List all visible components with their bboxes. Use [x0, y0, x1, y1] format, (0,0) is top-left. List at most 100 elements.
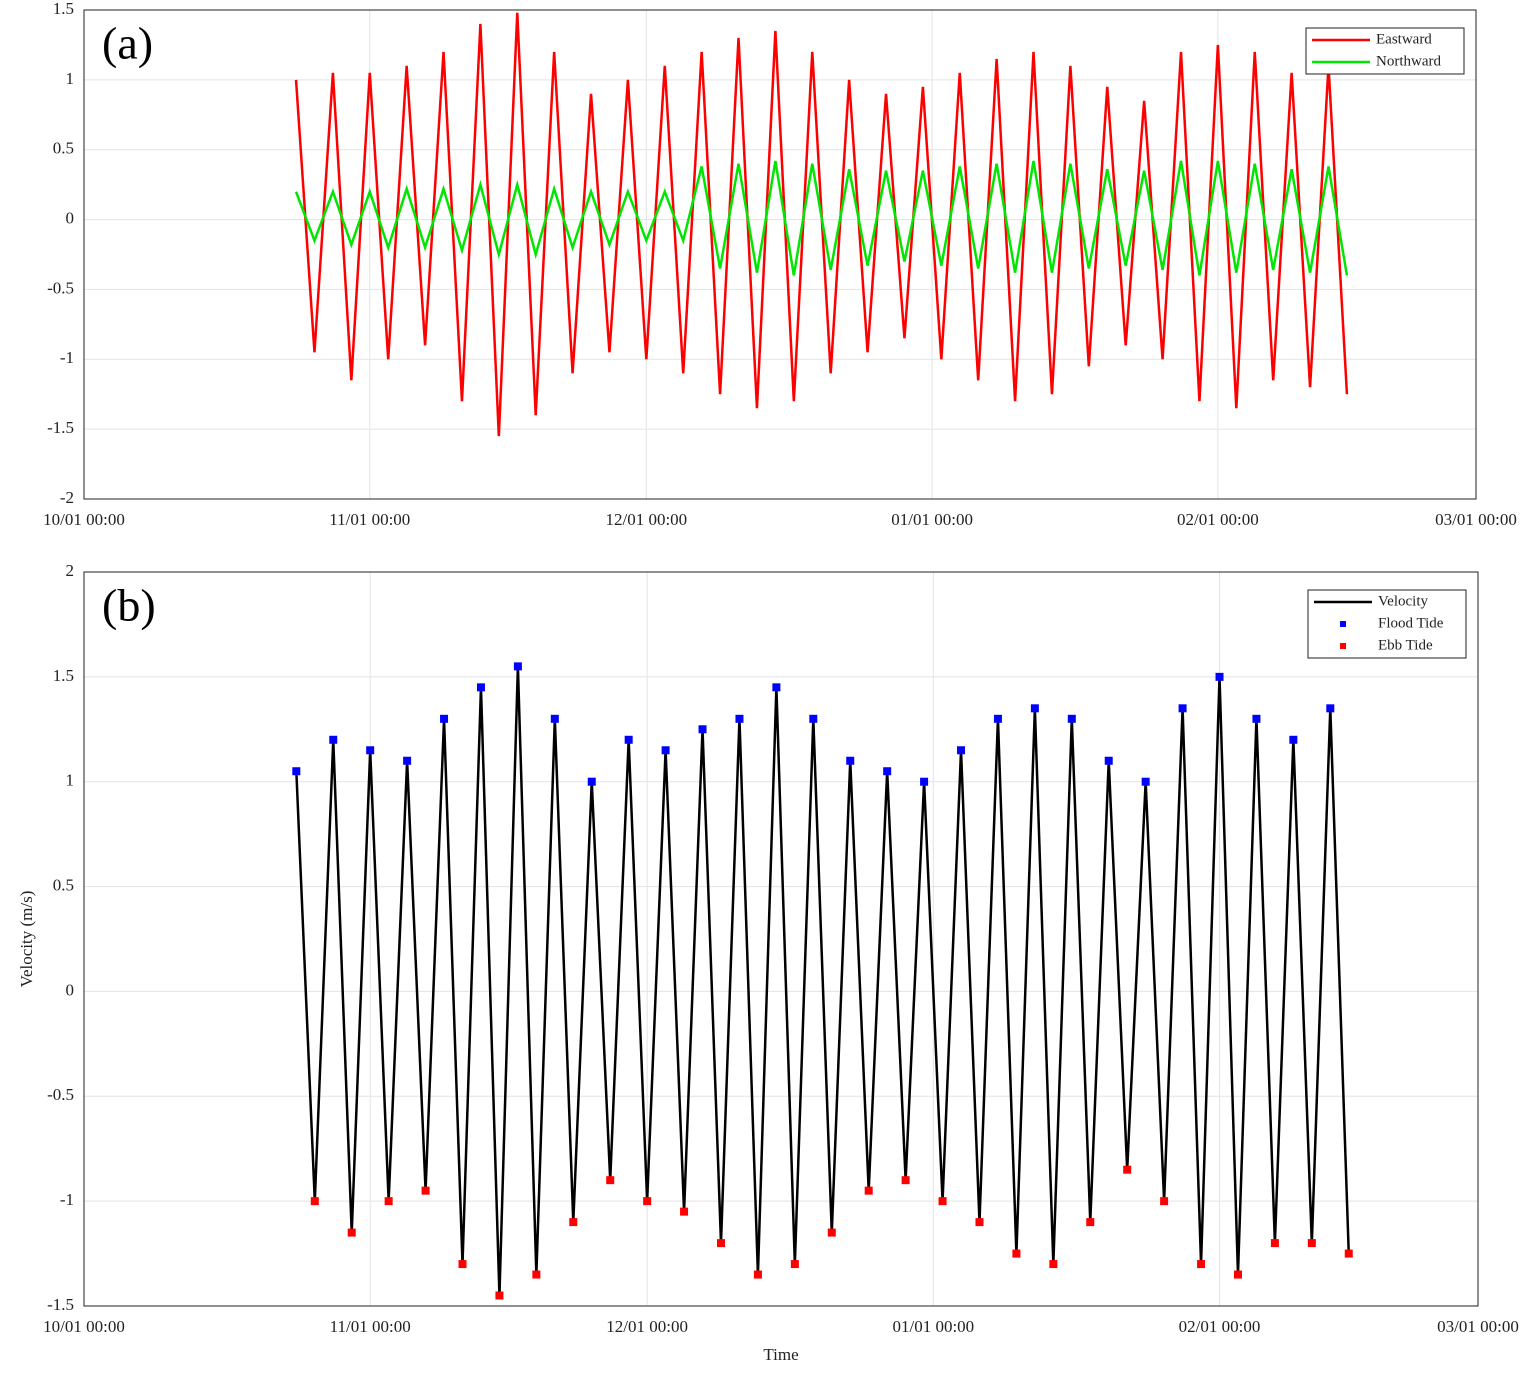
- data-point: [495, 1291, 504, 1300]
- data-point: [1307, 1239, 1316, 1248]
- data-point: [809, 714, 818, 723]
- data-point: [1012, 1249, 1021, 1258]
- y-tick-label: -1: [60, 1190, 74, 1209]
- data-point: [975, 1218, 984, 1227]
- legend-text: Velocity: [1378, 593, 1428, 609]
- data-point: [1086, 1218, 1095, 1227]
- x-tick-label: 10/01 00:00: [43, 510, 125, 529]
- x-tick-label: 10/01 00:00: [43, 1317, 125, 1336]
- y-tick-label: 1: [66, 771, 75, 790]
- x-tick-label: 02/01 00:00: [1179, 1317, 1261, 1336]
- data-point: [993, 714, 1002, 723]
- data-point: [790, 1260, 799, 1269]
- y-tick-label: -2: [60, 488, 74, 507]
- data-point: [292, 767, 301, 776]
- y-tick-label: -1.5: [47, 418, 74, 437]
- y-tick-label: 0: [66, 980, 75, 999]
- data-point: [1178, 704, 1187, 713]
- data-point: [772, 683, 781, 692]
- y-tick-label: -0.5: [47, 1085, 74, 1104]
- data-point: [550, 714, 559, 723]
- data-line: [294, 160, 1349, 276]
- data-point: [846, 756, 855, 765]
- data-point: [532, 1270, 541, 1279]
- y-tick-label: 1.5: [53, 666, 74, 685]
- data-point: [606, 1176, 615, 1185]
- legend-swatch: [1340, 643, 1346, 649]
- data-point: [1049, 1260, 1058, 1269]
- data-point: [366, 746, 375, 755]
- x-tick-label: 03/01 00:00: [1435, 510, 1517, 529]
- data-point: [864, 1186, 873, 1195]
- data-point: [421, 1186, 430, 1195]
- data-point: [1289, 735, 1298, 744]
- data-point: [1104, 756, 1113, 765]
- x-tick-label: 01/01 00:00: [892, 1317, 974, 1336]
- data-point: [1215, 672, 1224, 681]
- y-tick-label: 1.5: [53, 0, 74, 18]
- y-tick-label: -1: [60, 348, 74, 367]
- data-point: [883, 767, 892, 776]
- data-point: [1067, 714, 1076, 723]
- y-tick-label: 1: [66, 69, 75, 88]
- plot-area: [84, 572, 1478, 1306]
- x-tick-label: 11/01 00:00: [330, 1317, 411, 1336]
- data-point: [1233, 1270, 1242, 1279]
- y-tick-label: 0: [66, 208, 75, 227]
- y-axis-label: Velocity (m/s): [17, 891, 36, 988]
- x-tick-label: 01/01 00:00: [891, 510, 973, 529]
- data-point: [624, 735, 633, 744]
- data-point: [513, 662, 522, 671]
- data-point: [458, 1260, 467, 1269]
- legend-swatch: [1340, 621, 1346, 627]
- data-point: [643, 1197, 652, 1206]
- data-point: [661, 746, 670, 755]
- data-point: [1326, 704, 1335, 713]
- data-point: [1123, 1165, 1132, 1174]
- data-point: [1344, 1249, 1353, 1258]
- data-point: [920, 777, 929, 786]
- data-point: [587, 777, 596, 786]
- legend-box: [1305, 27, 1465, 75]
- data-point: [1252, 714, 1261, 723]
- data-point: [403, 756, 412, 765]
- data-line: [295, 666, 1351, 1296]
- data-point: [901, 1176, 910, 1185]
- data-point: [827, 1228, 836, 1237]
- data-point: [569, 1218, 578, 1227]
- data-point: [938, 1197, 947, 1206]
- data-point: [440, 714, 449, 723]
- x-tick-label: 12/01 00:00: [606, 1317, 688, 1336]
- data-point: [1141, 777, 1150, 786]
- y-tick-label: -1.5: [47, 1295, 74, 1314]
- data-point: [698, 725, 707, 734]
- legend-text: Northward: [1376, 53, 1441, 69]
- x-tick-label: 11/01 00:00: [329, 510, 410, 529]
- panel-label: (b): [102, 580, 156, 631]
- x-tick-label: 03/01 00:00: [1437, 1317, 1519, 1336]
- y-tick-label: -0.5: [47, 278, 74, 297]
- legend-text: Ebb Tide: [1378, 637, 1433, 653]
- data-point: [384, 1197, 393, 1206]
- data-point: [680, 1207, 689, 1216]
- data-point: [735, 714, 744, 723]
- y-tick-label: 0.5: [53, 875, 74, 894]
- data-point: [753, 1270, 762, 1279]
- x-tick-label: 12/01 00:00: [605, 510, 687, 529]
- legend-text: Eastward: [1376, 31, 1432, 47]
- legend-text: Flood Tide: [1378, 615, 1444, 631]
- axes-frame: [83, 9, 1477, 500]
- data-point: [347, 1228, 356, 1237]
- axes-frame: [83, 571, 1479, 1307]
- y-tick-label: 2: [66, 561, 75, 580]
- data-point: [1270, 1239, 1279, 1248]
- data-point: [716, 1239, 725, 1248]
- y-tick-label: 0.5: [53, 139, 74, 158]
- data-point: [1197, 1260, 1206, 1269]
- x-axis-label: Time: [763, 1345, 798, 1364]
- x-tick-label: 02/01 00:00: [1177, 510, 1259, 529]
- data-point: [957, 746, 966, 755]
- data-point: [329, 735, 338, 744]
- panel-label: (a): [102, 18, 153, 69]
